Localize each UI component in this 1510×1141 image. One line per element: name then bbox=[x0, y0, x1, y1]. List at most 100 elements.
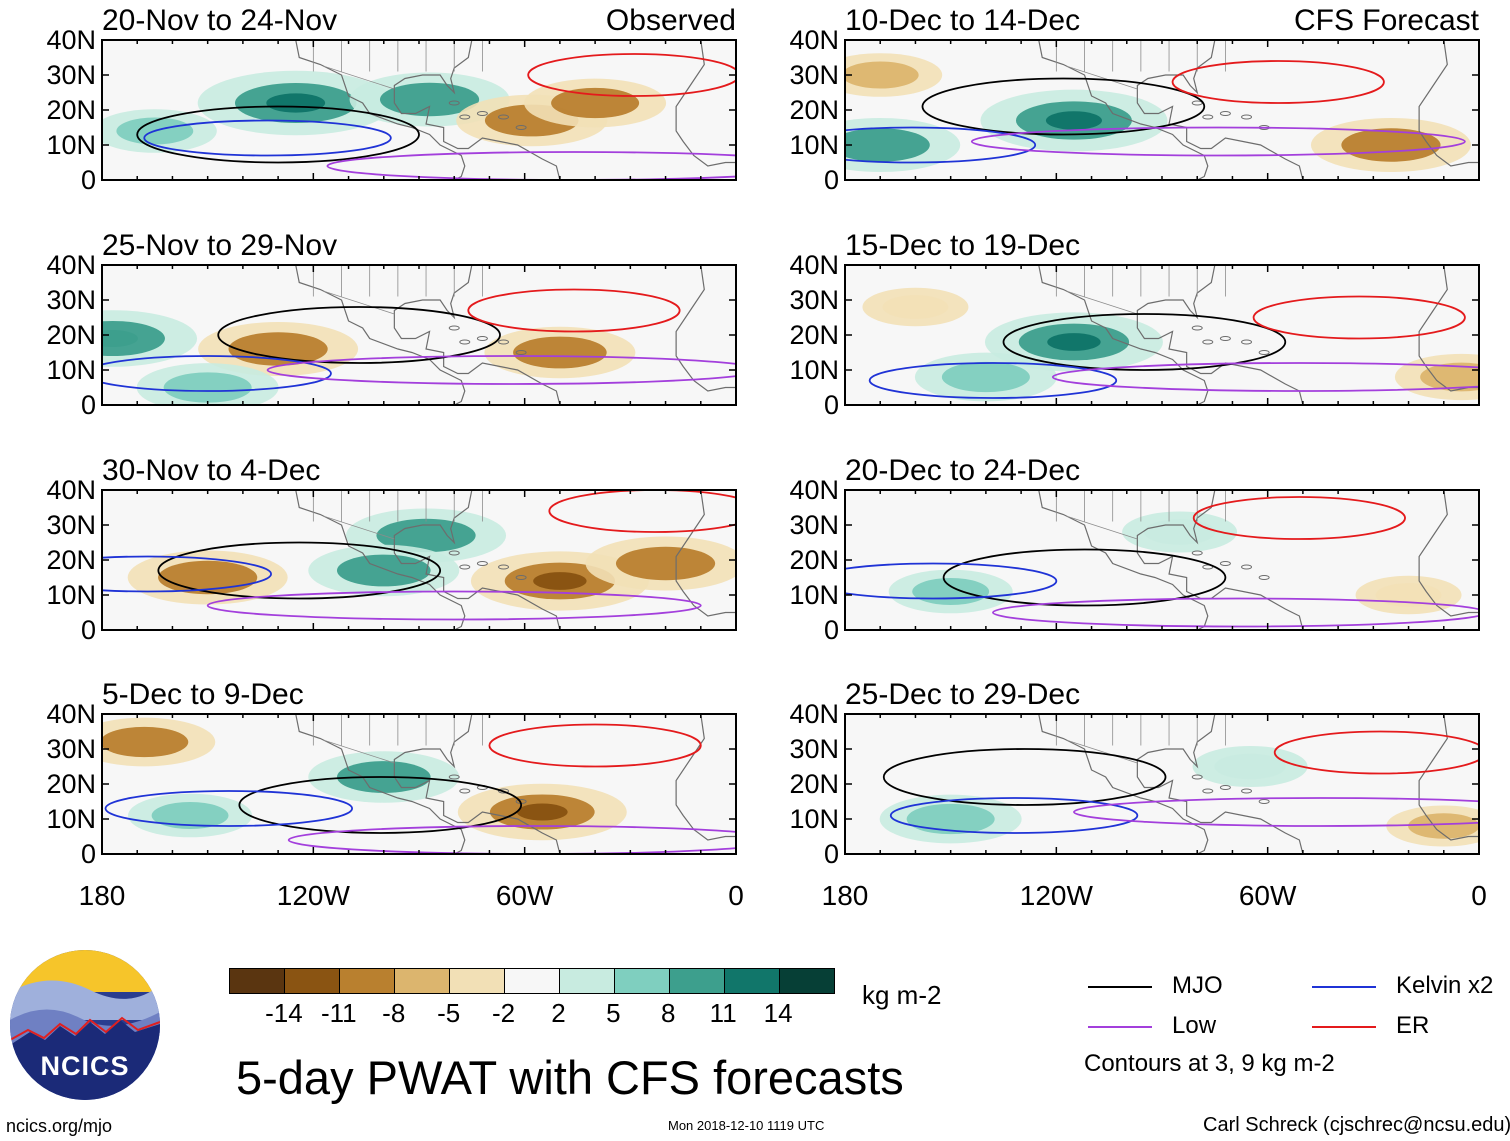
island bbox=[476, 336, 488, 341]
coastline bbox=[393, 265, 561, 405]
wave-contour bbox=[102, 355, 332, 392]
legend-note: Contours at 3, 9 kg m-2 bbox=[1084, 1050, 1335, 1077]
colorbar-label: -5 bbox=[437, 998, 461, 1028]
island bbox=[476, 561, 488, 566]
border-line bbox=[1066, 290, 1138, 315]
y-axis-label: 40N bbox=[46, 25, 96, 55]
colorbar-label: 11 bbox=[709, 998, 737, 1028]
pwat-anomaly-core bbox=[102, 330, 138, 347]
pwat-anomaly-mid bbox=[336, 554, 431, 587]
map-panel bbox=[844, 264, 1480, 406]
pwat-anomaly-mid bbox=[1214, 753, 1286, 780]
colorbar-label: 2 bbox=[551, 998, 566, 1028]
y-axis-label: 20N bbox=[46, 769, 96, 799]
y-axis-label: 40N bbox=[46, 250, 96, 280]
coastline bbox=[675, 265, 736, 392]
island bbox=[1202, 788, 1214, 794]
y-axis-label: 10N bbox=[46, 130, 96, 160]
coastline bbox=[295, 714, 466, 854]
colorbar-segment bbox=[560, 969, 615, 993]
island bbox=[448, 774, 460, 780]
map-panel bbox=[844, 489, 1480, 631]
colorbar-label: 8 bbox=[661, 998, 676, 1028]
y-axis-label: 10N bbox=[789, 355, 839, 385]
island bbox=[1241, 788, 1253, 794]
pwat-anomaly-mid bbox=[102, 726, 189, 758]
island bbox=[459, 564, 471, 570]
coastline bbox=[1136, 265, 1304, 405]
coastline bbox=[295, 40, 466, 180]
y-axis-label: 20N bbox=[789, 95, 839, 125]
x-axis-label: 120W bbox=[276, 880, 350, 911]
wave-contour bbox=[921, 77, 1206, 136]
map-panels bbox=[101, 39, 1480, 855]
wave-contour bbox=[889, 797, 1139, 834]
colorbar-segment bbox=[670, 969, 725, 993]
wave-contour bbox=[104, 790, 353, 827]
y-axis-label: 0 bbox=[80, 839, 96, 869]
footer-timestamp: Mon 2018-12-10 1119 UTC bbox=[668, 1118, 825, 1133]
legend-label: MJO bbox=[1172, 972, 1223, 999]
pwat-anomaly-mid bbox=[163, 372, 252, 403]
logo-text: NCICS bbox=[40, 1051, 130, 1081]
coastline bbox=[1418, 40, 1479, 167]
legend-label: Low bbox=[1172, 1012, 1217, 1039]
pwat-anomaly-mid bbox=[513, 336, 607, 369]
wave-contour bbox=[136, 105, 420, 164]
y-axis-label: 40N bbox=[789, 25, 839, 55]
y-axis-label: 20N bbox=[789, 545, 839, 575]
border-line bbox=[323, 515, 395, 540]
map-panel bbox=[844, 713, 1480, 855]
pwat-anomaly-mid bbox=[906, 803, 995, 835]
colorbar bbox=[229, 968, 835, 994]
island bbox=[448, 325, 460, 331]
island bbox=[1219, 336, 1231, 341]
x-axis-label: 0 bbox=[1471, 880, 1487, 911]
wave-contour bbox=[217, 306, 501, 364]
wave-contour bbox=[326, 151, 736, 180]
island bbox=[1219, 561, 1231, 566]
pwat-anomaly-mid bbox=[1420, 362, 1479, 392]
wave-contour bbox=[1073, 797, 1479, 827]
island bbox=[459, 339, 471, 345]
panel-title: 15-Dec to 19-Dec bbox=[845, 229, 1081, 262]
border-line bbox=[1066, 65, 1138, 90]
wave-contour bbox=[1002, 313, 1287, 371]
coastline bbox=[1038, 714, 1209, 854]
colorbar-segment bbox=[340, 969, 395, 993]
wave-contour bbox=[206, 590, 702, 621]
island bbox=[498, 339, 510, 345]
coastline bbox=[1038, 40, 1209, 180]
coastline bbox=[1418, 714, 1479, 841]
pwat-anomaly-mid bbox=[551, 87, 640, 119]
island bbox=[515, 575, 527, 580]
colorbar-segment bbox=[230, 969, 285, 993]
island bbox=[498, 564, 510, 570]
y-axis-label: 0 bbox=[823, 165, 839, 195]
map-panel bbox=[101, 489, 737, 631]
border-line bbox=[323, 65, 395, 90]
island bbox=[1191, 774, 1203, 780]
island bbox=[515, 125, 527, 130]
wave-contour bbox=[266, 355, 736, 385]
footer-url[interactable]: ncics.org/mjo bbox=[6, 1116, 113, 1136]
panel-title: 20-Dec to 24-Dec bbox=[845, 454, 1081, 487]
wave-contour bbox=[992, 597, 1479, 628]
wave-contour bbox=[868, 362, 1118, 399]
units-label: kg m-2 bbox=[862, 980, 942, 1010]
pwat-anomaly-mid bbox=[845, 61, 919, 89]
colorbar-label: -14 bbox=[265, 998, 303, 1028]
island bbox=[1219, 785, 1231, 790]
y-axis-label: 0 bbox=[823, 839, 839, 869]
x-axis-label: 120W bbox=[1019, 880, 1093, 911]
coastline bbox=[1418, 490, 1479, 617]
colorbar-segment bbox=[615, 969, 670, 993]
y-axis-label: 30N bbox=[46, 734, 96, 764]
y-axis-label: 40N bbox=[789, 699, 839, 729]
x-axis-label: 180 bbox=[821, 880, 869, 911]
island bbox=[1258, 575, 1270, 580]
island bbox=[1241, 114, 1253, 120]
island bbox=[1241, 339, 1253, 345]
pwat-anomaly-mid bbox=[1143, 519, 1216, 545]
island bbox=[1191, 550, 1203, 556]
